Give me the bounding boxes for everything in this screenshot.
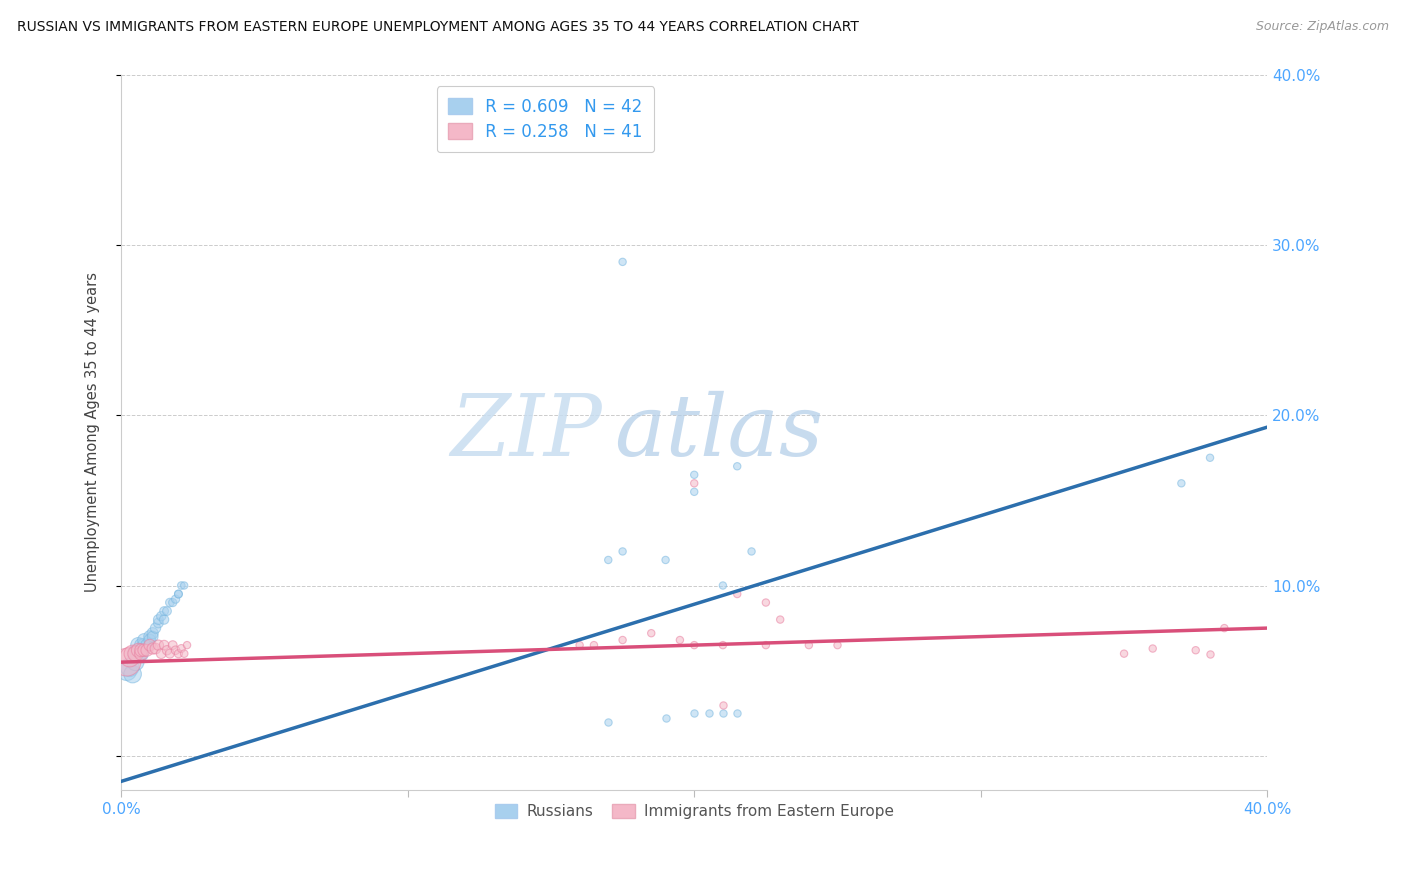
Text: RUSSIAN VS IMMIGRANTS FROM EASTERN EUROPE UNEMPLOYMENT AMONG AGES 35 TO 44 YEARS: RUSSIAN VS IMMIGRANTS FROM EASTERN EUROP… (17, 20, 859, 34)
Text: atlas: atlas (614, 391, 823, 474)
Point (159, 647, 181, 661)
Point (135, 643, 157, 657)
Text: Source: ZipAtlas.com: Source: ZipAtlas.com (1256, 20, 1389, 33)
Point (683, 638, 706, 652)
Point (165, 592, 187, 607)
Point (1170, 476, 1192, 491)
Point (669, 633, 692, 648)
Point (139, 630, 162, 644)
Point (148, 613, 170, 627)
Point (132, 633, 155, 648)
Point (153, 604, 176, 618)
Point (1112, 647, 1135, 661)
Point (142, 630, 165, 644)
Point (640, 626, 662, 640)
Point (683, 484, 706, 499)
Point (139, 633, 162, 648)
Point (156, 604, 179, 618)
Point (711, 578, 734, 592)
Point (115, 655, 138, 669)
Point (170, 578, 193, 592)
Point (725, 706, 748, 721)
Point (683, 476, 706, 491)
Point (127, 638, 149, 652)
Point (132, 643, 155, 657)
Legend: Russians, Immigrants from Eastern Europe: Russians, Immigrants from Eastern Europe (488, 797, 900, 825)
Point (159, 595, 181, 609)
Point (118, 650, 141, 665)
Point (797, 638, 820, 652)
Point (135, 638, 157, 652)
Point (121, 647, 143, 661)
Point (697, 706, 720, 721)
Point (142, 626, 165, 640)
Point (153, 613, 176, 627)
Point (612, 544, 634, 558)
Point (683, 706, 706, 721)
Point (741, 544, 763, 558)
Y-axis label: Unemployment Among Ages 35 to 44 years: Unemployment Among Ages 35 to 44 years (86, 272, 100, 592)
Point (711, 638, 734, 652)
Point (167, 587, 190, 601)
Point (139, 638, 162, 652)
Point (170, 641, 193, 656)
Point (132, 638, 155, 652)
Point (725, 459, 748, 474)
Point (1142, 641, 1164, 656)
Point (176, 638, 198, 652)
Point (124, 647, 146, 661)
Point (129, 647, 152, 661)
Point (124, 647, 146, 661)
Point (598, 714, 620, 729)
Point (156, 643, 179, 657)
Point (167, 587, 190, 601)
Point (150, 609, 173, 624)
Point (755, 638, 778, 652)
Point (769, 613, 792, 627)
Point (127, 643, 149, 657)
Point (173, 647, 195, 661)
Point (755, 595, 778, 609)
Point (598, 553, 620, 567)
Point (162, 638, 184, 652)
Point (173, 578, 195, 592)
Point (121, 667, 143, 681)
Point (129, 638, 152, 652)
Point (165, 643, 187, 657)
Point (153, 638, 176, 652)
Point (711, 706, 734, 721)
Point (129, 643, 152, 657)
Point (129, 643, 152, 657)
Point (612, 633, 634, 648)
Point (654, 553, 676, 567)
Point (142, 641, 165, 656)
Point (568, 638, 591, 652)
Point (129, 647, 152, 661)
Point (167, 647, 190, 661)
Point (654, 711, 676, 725)
Point (582, 638, 605, 652)
Point (612, 255, 634, 269)
Point (127, 647, 149, 661)
Point (148, 615, 170, 630)
Point (683, 467, 706, 482)
Point (115, 664, 138, 678)
Point (162, 595, 184, 609)
Point (1199, 450, 1222, 465)
Point (1184, 643, 1206, 657)
Point (118, 660, 141, 674)
Point (150, 647, 173, 661)
Point (725, 587, 748, 601)
Point (1213, 621, 1236, 635)
Point (1199, 647, 1222, 661)
Point (827, 638, 849, 652)
Text: ZIP: ZIP (451, 391, 603, 474)
Point (711, 698, 734, 712)
Point (148, 638, 170, 652)
Point (145, 621, 167, 635)
Point (145, 641, 167, 656)
Point (124, 655, 146, 669)
